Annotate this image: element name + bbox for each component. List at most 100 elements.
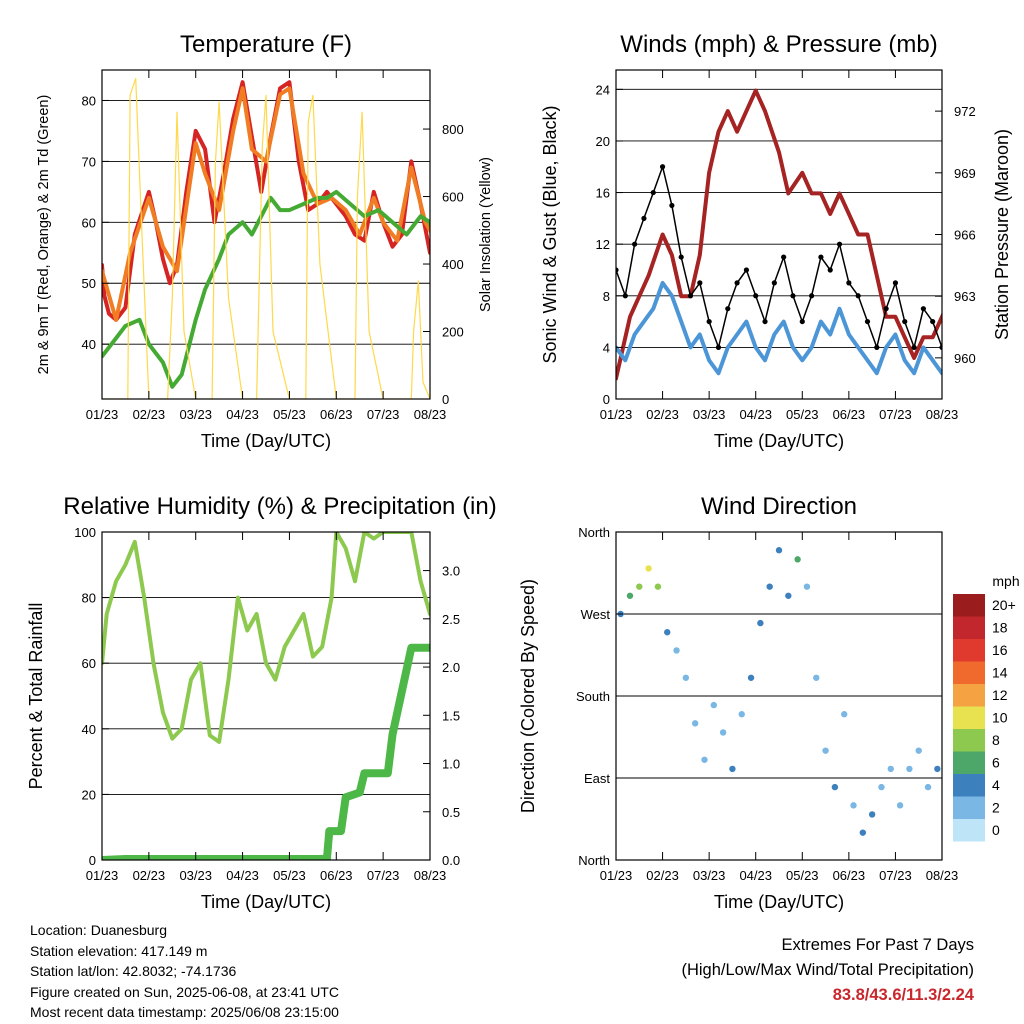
y-tick-right-label: 972 bbox=[954, 104, 976, 119]
legend-swatch bbox=[953, 774, 985, 797]
x-tick-label: 07/23 bbox=[879, 407, 912, 422]
data-point bbox=[864, 318, 871, 325]
legend-label: 0 bbox=[992, 822, 1000, 838]
legend-swatch bbox=[953, 639, 985, 662]
y-axis-label: Direction (Colored By Speed) bbox=[518, 579, 538, 813]
y-tick-right-label: 3.0 bbox=[442, 564, 460, 579]
legend-label: 2 bbox=[992, 800, 1000, 816]
extremes-values: 83.8/43.6/11.3/2.24 bbox=[832, 986, 974, 1004]
series-line-1 bbox=[616, 88, 942, 381]
extremes-block: Extremes For Past 7 Days (High/Low/Max W… bbox=[681, 933, 974, 1008]
legend-swatch bbox=[953, 796, 985, 819]
legend-label: 8 bbox=[992, 732, 1000, 748]
y-tick-label: 8 bbox=[603, 289, 610, 304]
data-point bbox=[855, 293, 861, 299]
data-point bbox=[641, 215, 647, 221]
y-tick-right-label: 1.0 bbox=[442, 757, 460, 772]
x-tick-label: 02/23 bbox=[646, 407, 679, 422]
panel-4: Wind Direction 01/23 02/23 03/23 04/23 05/23 0… bbox=[518, 493, 1020, 912]
x-tick-label: 01/23 bbox=[600, 407, 633, 422]
data-point bbox=[958, 332, 963, 337]
x-tick-label: 04/23 bbox=[739, 868, 772, 883]
data-point bbox=[762, 318, 768, 325]
legend-label: 20+ bbox=[992, 597, 1016, 613]
data-point bbox=[887, 765, 894, 773]
extremes-subtitle: (High/Low/Max Wind/Total Precipitation) bbox=[681, 961, 974, 979]
x-tick-label: 08/23 bbox=[414, 407, 447, 422]
data-point bbox=[715, 344, 722, 350]
data-point bbox=[803, 583, 811, 590]
x-tick-label: 03/23 bbox=[693, 868, 726, 883]
x-tick-label: 05/23 bbox=[273, 868, 306, 883]
legend-label: 6 bbox=[992, 755, 1000, 771]
y-tick-right-label: 0.5 bbox=[442, 805, 460, 820]
x-axis-label: Time (Day/UTC) bbox=[201, 892, 331, 912]
y-axis-right-label: Solar Insolation (Yellow) bbox=[478, 157, 494, 312]
data-point bbox=[719, 729, 727, 736]
extremes-title: Extremes For Past 7 Days bbox=[781, 936, 974, 954]
y-tick-label: North bbox=[578, 853, 610, 868]
x-tick-label: 05/23 bbox=[786, 868, 819, 883]
y-tick-label: South bbox=[576, 689, 610, 704]
data-point bbox=[632, 241, 638, 247]
x-axis-label: Time (Day/UTC) bbox=[201, 431, 331, 451]
data-point bbox=[892, 280, 899, 286]
data-point bbox=[896, 802, 904, 809]
legend-swatch bbox=[953, 684, 985, 707]
data-point bbox=[794, 556, 801, 563]
panel-1: Temperature (F) 01/23 02/23 03/23 04/23 05/23… bbox=[36, 31, 494, 451]
y-tick-right-label: 1.5 bbox=[442, 708, 460, 723]
panel-3: Relative Humidity (%) & Precipitation (i… bbox=[26, 493, 497, 912]
data-point bbox=[850, 802, 857, 809]
data-point bbox=[939, 344, 942, 350]
x-tick-label: 03/23 bbox=[693, 407, 726, 422]
data-point bbox=[701, 756, 708, 763]
data-point bbox=[682, 674, 690, 681]
data-point bbox=[771, 280, 777, 286]
data-point bbox=[738, 711, 745, 718]
data-point bbox=[911, 344, 917, 350]
legend-label: 16 bbox=[992, 642, 1008, 658]
data-point bbox=[915, 747, 922, 754]
y-tick-label: 70 bbox=[82, 154, 96, 169]
data-point bbox=[930, 318, 936, 325]
data-point bbox=[920, 306, 926, 312]
data-point bbox=[734, 280, 740, 286]
y-tick-right-label: 400 bbox=[442, 257, 464, 272]
data-point bbox=[766, 583, 773, 590]
data-point bbox=[859, 829, 867, 836]
y-tick-right-label: 2.5 bbox=[442, 612, 460, 627]
data-point bbox=[934, 765, 941, 773]
y-axis-label: Percent & Total Rainfall bbox=[26, 603, 46, 790]
station-elevation: Station elevation: 417.149 m bbox=[30, 942, 208, 959]
legend-label: 12 bbox=[992, 687, 1008, 703]
y-tick-label: 60 bbox=[82, 656, 96, 671]
data-point bbox=[645, 565, 652, 572]
panel-2: Winds (mph) & Pressure (mb) 01/23 02/23 03/… bbox=[540, 31, 1012, 451]
x-tick-label: 01/23 bbox=[86, 868, 119, 883]
chart-title: Winds (mph) & Pressure (mb) bbox=[620, 31, 937, 58]
legend-swatch bbox=[953, 594, 985, 617]
x-tick-label: 07/23 bbox=[367, 407, 400, 422]
x-tick-label: 08/23 bbox=[926, 407, 959, 422]
data-point bbox=[691, 720, 699, 727]
x-tick-label: 04/23 bbox=[226, 868, 259, 883]
figure-created: Figure created on Sun, 2025-06-08, at 23… bbox=[30, 983, 339, 1000]
y-tick-label: 24 bbox=[596, 82, 610, 97]
data-point bbox=[706, 318, 712, 325]
x-tick-label: 02/23 bbox=[646, 868, 679, 883]
data-point bbox=[636, 583, 643, 590]
y-tick-right-label: 960 bbox=[954, 351, 976, 366]
data-point bbox=[924, 783, 932, 791]
x-tick-label: 02/23 bbox=[133, 868, 166, 883]
data-point bbox=[710, 701, 717, 709]
data-point bbox=[616, 267, 619, 273]
series-line-4 bbox=[102, 77, 430, 399]
x-axis-label: Time (Day/UTC) bbox=[714, 431, 844, 451]
x-tick-label: 01/23 bbox=[86, 407, 119, 422]
y-tick-label: 40 bbox=[82, 722, 96, 737]
y-tick-label: 20 bbox=[596, 134, 610, 149]
x-tick-label: 06/23 bbox=[320, 868, 353, 883]
legend-swatch bbox=[953, 706, 985, 729]
data-point bbox=[753, 293, 759, 299]
